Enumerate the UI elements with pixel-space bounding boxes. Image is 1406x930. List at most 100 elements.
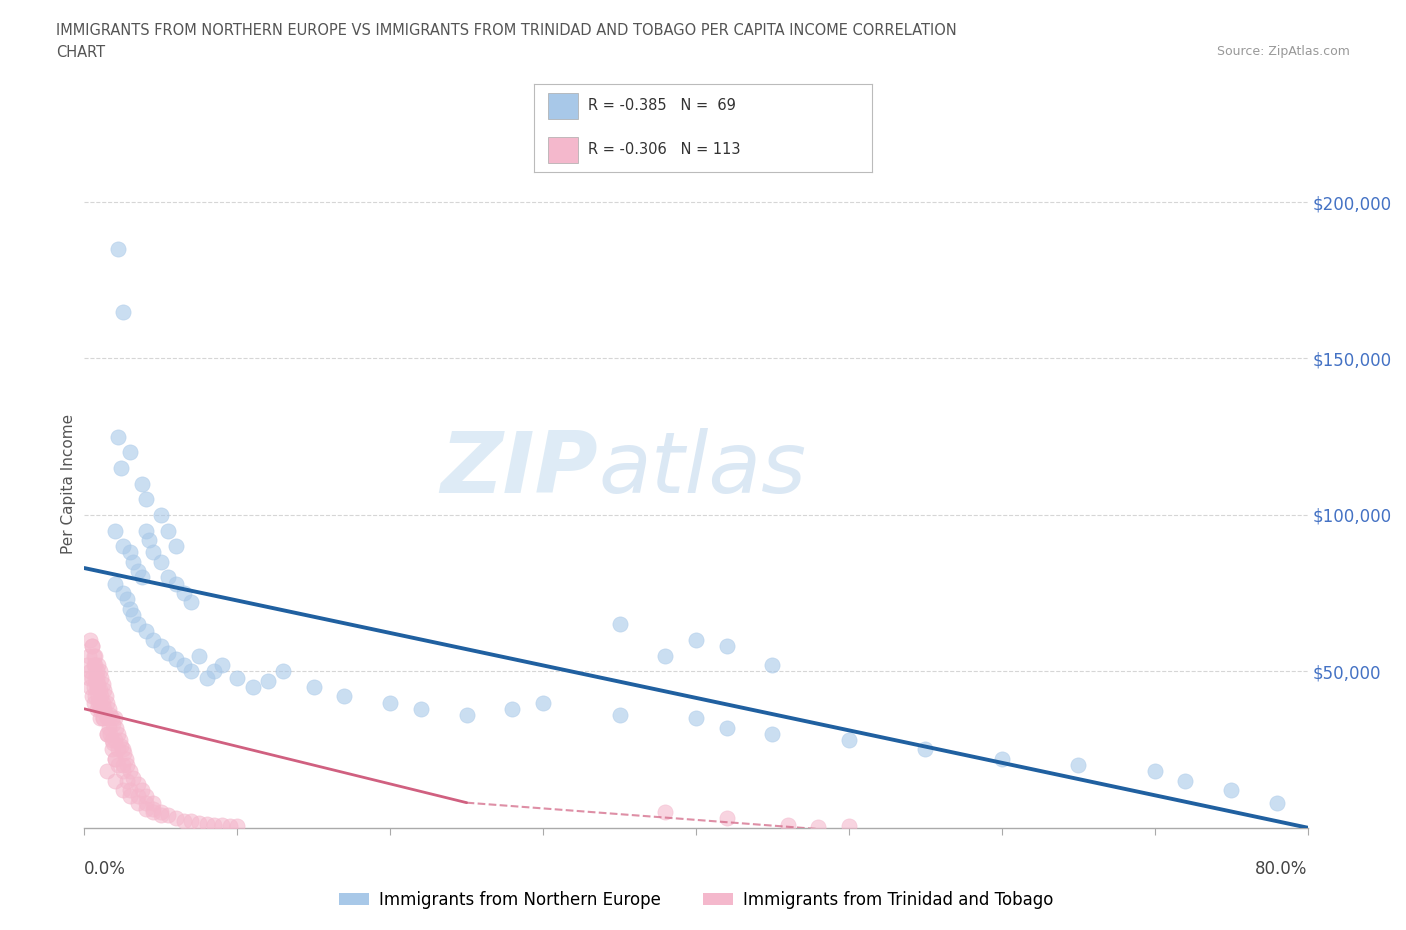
Point — [96, 711, 118, 725]
Point — [84, 671, 107, 685]
Y-axis label: Per Capita Income: Per Capita Income — [60, 414, 76, 553]
Point — [101, 742, 124, 757]
Point — [807, 819, 830, 834]
Point — [165, 538, 187, 553]
Point — [226, 818, 249, 833]
Point — [142, 795, 165, 810]
Point — [685, 632, 707, 647]
Point — [122, 607, 145, 622]
Point — [135, 795, 157, 810]
Point — [93, 683, 115, 698]
Point — [83, 695, 105, 710]
Point — [409, 701, 432, 716]
Point — [91, 711, 114, 725]
Point — [180, 814, 202, 829]
Point — [87, 695, 110, 710]
Point — [111, 764, 134, 778]
Point — [115, 591, 138, 606]
Point — [108, 733, 131, 748]
Text: atlas: atlas — [598, 429, 806, 512]
Point — [127, 777, 149, 791]
Point — [103, 717, 125, 732]
Point — [838, 733, 860, 748]
Point — [96, 726, 118, 741]
Point — [654, 804, 676, 819]
Point — [111, 758, 134, 773]
Bar — [548, 137, 578, 164]
Point — [173, 814, 195, 829]
Point — [87, 658, 110, 672]
Point — [380, 695, 402, 710]
Point — [165, 577, 187, 591]
Point — [157, 645, 180, 660]
Point — [84, 658, 107, 672]
Point — [531, 695, 554, 710]
Point — [101, 711, 124, 725]
Point — [257, 673, 280, 688]
Point — [77, 671, 100, 685]
Point — [120, 789, 142, 804]
Point — [112, 745, 135, 760]
Point — [87, 689, 110, 704]
Point — [654, 648, 676, 663]
Point — [211, 658, 233, 672]
Point — [242, 680, 264, 695]
Point — [120, 445, 142, 459]
Point — [1143, 764, 1166, 778]
Text: CHART: CHART — [56, 45, 105, 60]
Point — [131, 783, 153, 798]
Point — [104, 711, 127, 725]
Point — [91, 695, 114, 710]
Point — [80, 689, 103, 704]
Point — [76, 658, 98, 672]
Point — [180, 664, 202, 679]
Point — [142, 632, 165, 647]
Point — [180, 595, 202, 610]
Point — [104, 751, 127, 766]
Point — [77, 648, 100, 663]
Point — [115, 758, 138, 773]
Point — [776, 817, 799, 832]
Point — [202, 817, 225, 832]
Point — [131, 570, 153, 585]
Point — [114, 751, 136, 766]
Point — [1220, 783, 1243, 798]
Point — [131, 476, 153, 491]
Point — [165, 651, 187, 666]
Point — [111, 783, 134, 798]
Point — [149, 508, 172, 523]
Point — [89, 695, 111, 710]
Point — [89, 701, 111, 716]
Point — [90, 689, 112, 704]
Text: IMMIGRANTS FROM NORTHERN EUROPE VS IMMIGRANTS FROM TRINIDAD AND TOBAGO PER CAPIT: IMMIGRANTS FROM NORTHERN EUROPE VS IMMIG… — [56, 23, 957, 38]
Point — [107, 242, 129, 257]
Point — [716, 811, 738, 826]
Point — [226, 671, 249, 685]
Point — [84, 648, 107, 663]
Bar — [548, 93, 578, 119]
Point — [165, 811, 187, 826]
Point — [86, 664, 108, 679]
Point — [105, 720, 128, 735]
Point — [142, 802, 165, 817]
Point — [149, 804, 172, 819]
Point — [195, 817, 218, 831]
Point — [104, 523, 127, 538]
Point — [138, 533, 160, 548]
Point — [79, 632, 101, 647]
Point — [96, 764, 118, 778]
Point — [107, 758, 129, 773]
Point — [456, 708, 478, 723]
Point — [135, 789, 157, 804]
Point — [135, 523, 157, 538]
Point — [609, 617, 631, 631]
Point — [202, 664, 225, 679]
Point — [91, 711, 114, 725]
Point — [86, 680, 108, 695]
Point — [89, 711, 111, 725]
Point — [142, 804, 165, 819]
Point — [107, 726, 129, 741]
Point — [149, 808, 172, 823]
Point — [107, 430, 129, 445]
Point — [120, 545, 142, 560]
